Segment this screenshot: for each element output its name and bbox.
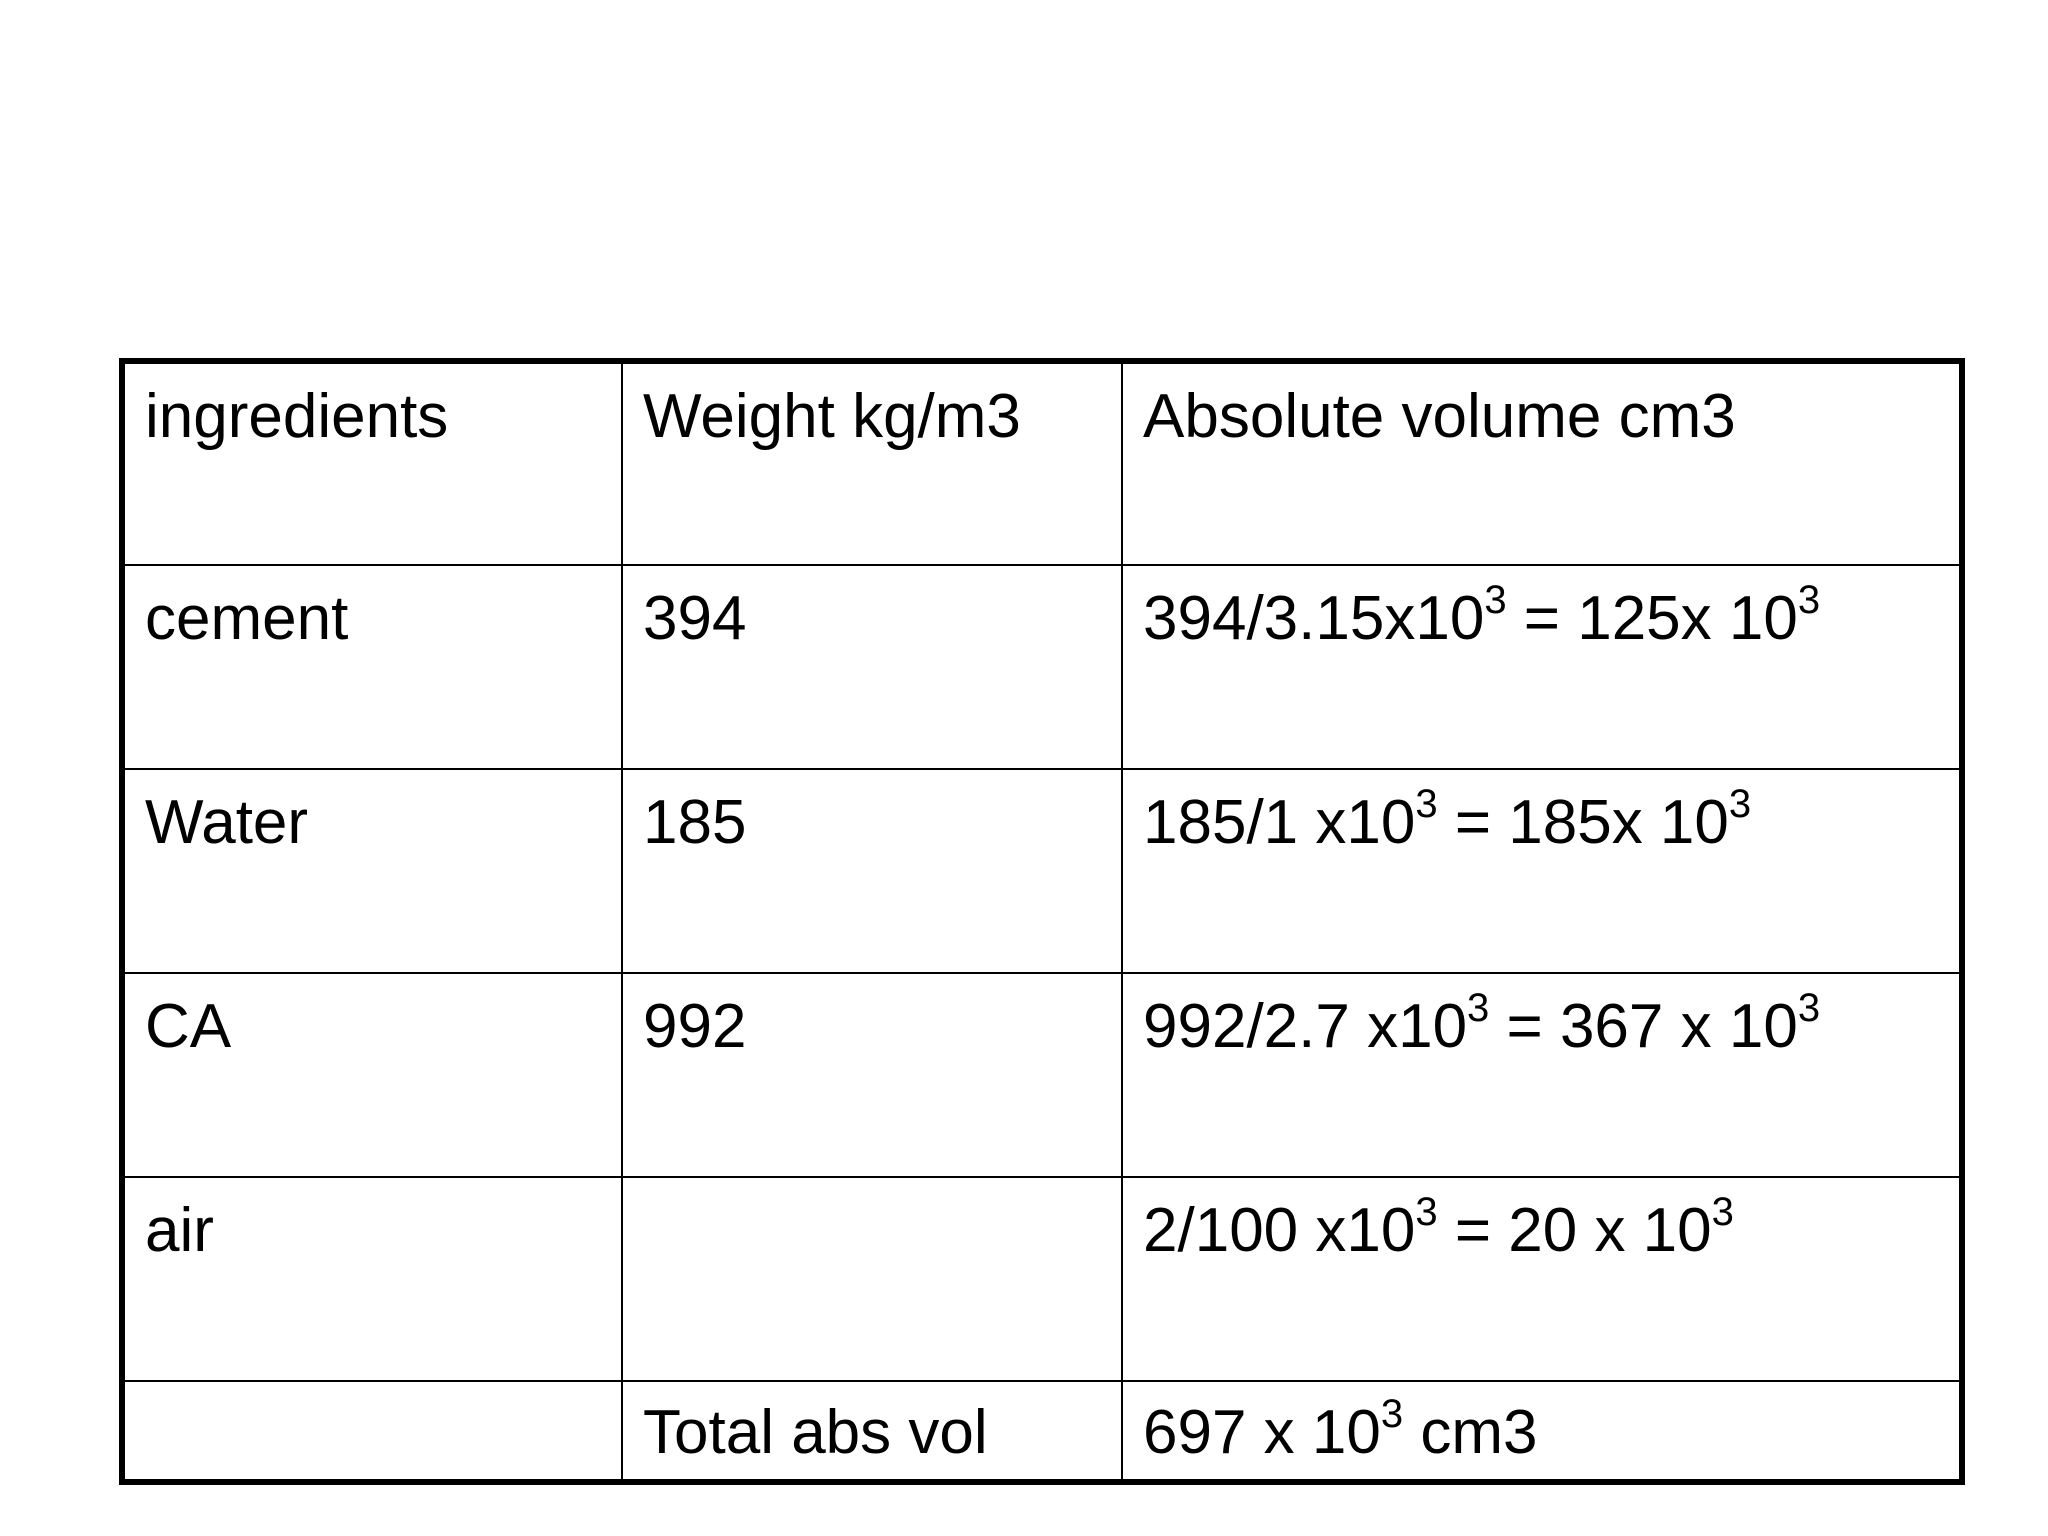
- header-ingredients: ingredients: [121, 360, 623, 566]
- total-value-cell: 697 x 103 cm3: [1121, 1380, 1963, 1483]
- exponent: 3: [1467, 986, 1490, 1030]
- volume-result: = 367 x 10: [1489, 992, 1798, 1061]
- volume-cell: 2/100 x103 = 20 x 103: [1121, 1176, 1963, 1382]
- ingredient-cell: CA: [121, 972, 623, 1178]
- volume-cell: 394/3.15x103 = 125x 103: [1121, 564, 1963, 770]
- volume-formula: 185/1 x10: [1143, 788, 1416, 857]
- exponent: 3: [1711, 1190, 1734, 1234]
- exponent: 3: [1484, 578, 1507, 622]
- table-row: cement 394 394/3.15x103 = 125x 103: [121, 564, 1963, 770]
- volume-cell: 992/2.7 x103 = 367 x 103: [1121, 972, 1963, 1178]
- table-header-row: ingredients Weight kg/m3 Absolute volume…: [121, 360, 1963, 566]
- total-row: Total abs vol 697 x 103 cm3: [121, 1380, 1963, 1483]
- ingredient-cell: cement: [121, 564, 623, 770]
- exponent: 3: [1380, 1392, 1404, 1436]
- ingredient-cell: [121, 1380, 623, 1483]
- weight-cell: 185: [621, 768, 1123, 974]
- ingredients-table: ingredients Weight kg/m3 Absolute volume…: [119, 358, 1965, 1485]
- table-row: Water 185 185/1 x103 = 185x 103: [121, 768, 1963, 974]
- exponent: 3: [1797, 578, 1821, 622]
- volume-result: = 185x 10: [1437, 788, 1729, 857]
- volume-result: = 20 x 10: [1437, 1196, 1712, 1265]
- exponent: 3: [1415, 1190, 1438, 1234]
- volume-cell: 185/1 x103 = 185x 103: [1121, 768, 1963, 974]
- exponent: 3: [1797, 986, 1821, 1030]
- weight-cell: 394: [621, 564, 1123, 770]
- volume-formula: 394/3.15x10: [1143, 584, 1485, 653]
- total-unit: cm3: [1403, 1398, 1538, 1467]
- table-row: CA 992 992/2.7 x103 = 367 x 103: [121, 972, 1963, 1178]
- volume-result: = 125x 10: [1506, 584, 1798, 653]
- exponent: 3: [1415, 782, 1438, 826]
- header-weight: Weight kg/m3: [621, 360, 1123, 566]
- weight-cell: 992: [621, 972, 1123, 1178]
- weight-cell: [621, 1176, 1123, 1382]
- table-row: air 2/100 x103 = 20 x 103: [121, 1176, 1963, 1382]
- total-value: 697 x 10: [1143, 1398, 1381, 1467]
- volume-formula: 992/2.7 x10: [1143, 992, 1468, 1061]
- header-absolute-volume: Absolute volume cm3: [1121, 360, 1963, 566]
- ingredient-cell: air: [121, 1176, 623, 1382]
- ingredient-cell: Water: [121, 768, 623, 974]
- total-label: Total abs vol: [621, 1380, 1123, 1483]
- exponent: 3: [1728, 782, 1752, 826]
- volume-formula: 2/100 x10: [1143, 1196, 1416, 1265]
